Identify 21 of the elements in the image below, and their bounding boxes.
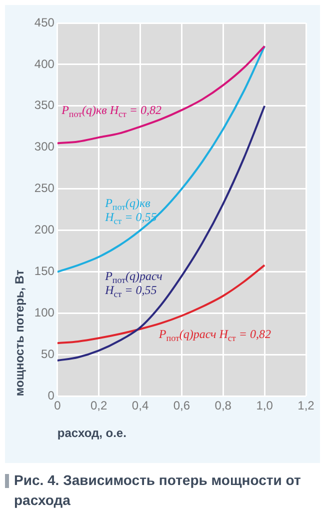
y-tick-label: 300 xyxy=(34,140,55,154)
y-tick-label: 250 xyxy=(34,181,55,196)
x-axis-title: расход, о.е. xyxy=(57,426,126,440)
y-tick-label: 200 xyxy=(34,222,55,237)
y-tick-label: 50 xyxy=(41,347,55,362)
x-tick-label: 0,4 xyxy=(132,398,149,413)
y-tick-label: 150 xyxy=(34,264,55,278)
y-tick-label: 100 xyxy=(34,306,55,320)
x-tick-label: 1,0 xyxy=(256,398,274,413)
line-series xyxy=(57,45,266,144)
line-series xyxy=(57,45,266,273)
y-tick-label: 350 xyxy=(34,98,55,112)
y-tick-label: 0 xyxy=(48,388,55,403)
y-axis-title: мощность потерь, Вт xyxy=(12,270,27,396)
x-tick-label: 0,6 xyxy=(173,398,190,413)
x-tick-label: 0,2 xyxy=(90,398,108,413)
y-tick-label: 400 xyxy=(34,56,55,71)
y-tick-label: 450 xyxy=(34,15,55,30)
x-tick-label: 0,8 xyxy=(214,398,232,413)
x-tick-label: 1,2 xyxy=(298,398,315,413)
text: Рис. 4. Зависимость потерь мощности от расхода xyxy=(14,471,302,510)
